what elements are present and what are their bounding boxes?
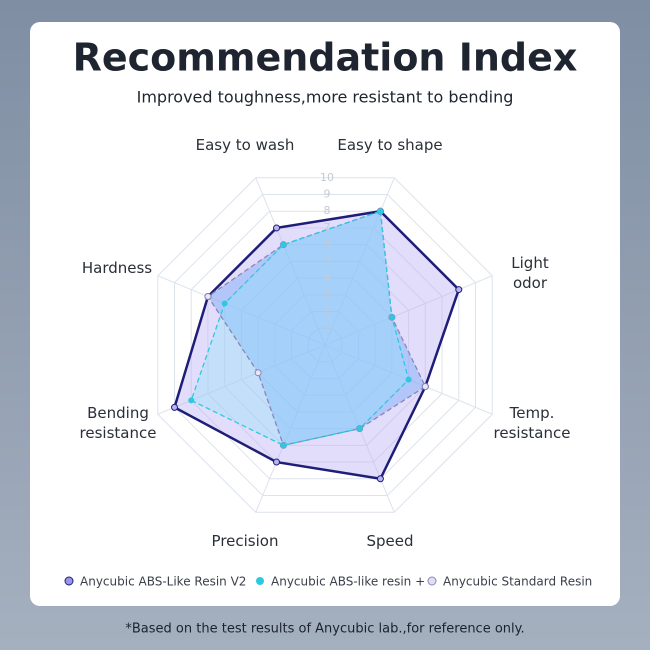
data-point — [204, 293, 212, 301]
data-point — [377, 208, 384, 215]
data-point — [455, 286, 463, 294]
axis-label-line: Precision — [212, 532, 279, 550]
r-tick-label: 2 — [324, 305, 331, 318]
data-point — [280, 442, 287, 449]
axis-spoke — [324, 275, 493, 346]
axis-spoke — [255, 177, 326, 346]
r-tick-label: 3 — [324, 288, 331, 301]
legend-marker — [64, 576, 74, 586]
axis-label-line: Light — [511, 254, 549, 272]
axis-label-line: resistance — [494, 424, 571, 442]
axis-spoke — [157, 344, 326, 415]
axis-label: Easy to wash — [196, 136, 295, 154]
data-point — [254, 369, 262, 377]
legend-label: Anycubic ABS-Like Resin V2 — [80, 575, 246, 589]
chart-subtitle: Improved toughness,more resistant to ben… — [137, 88, 514, 107]
axis-label-line: Speed — [366, 532, 413, 550]
axis-label-line: odor — [513, 274, 548, 292]
axis-label-line: Hardness — [82, 259, 152, 277]
legend-marker — [427, 576, 437, 586]
axis-label-line: Bending — [87, 404, 149, 422]
data-point — [356, 425, 363, 432]
data-point — [421, 383, 429, 391]
axis-label-line: Temp. — [509, 404, 555, 422]
legend-label: Anycubic Standard Resin — [443, 575, 592, 589]
r-tick-label: 6 — [324, 238, 331, 251]
series-area — [191, 211, 409, 446]
axis-spoke — [255, 344, 326, 513]
axis-label: Bending resistance — [80, 404, 157, 442]
series-area — [207, 211, 426, 446]
axis-spoke — [157, 275, 326, 346]
r-tick-label: 5 — [324, 254, 331, 267]
axis-label-line: Easy to shape — [337, 136, 442, 154]
r-tick-label: 7 — [324, 221, 331, 234]
footnote: *Based on the test results of Anycubic l… — [125, 622, 524, 637]
axis-label: Speed — [366, 532, 413, 550]
data-point — [273, 458, 281, 466]
card — [30, 22, 620, 606]
r-tick-label: 8 — [324, 204, 331, 217]
axis-label: Easy to shape — [337, 136, 442, 154]
axis-label: Temp. resistance — [494, 404, 571, 442]
data-point — [273, 224, 281, 232]
data-point — [171, 403, 179, 411]
legend-label: Anycubic ABS-like resin + — [271, 575, 425, 589]
axis-label: Precision — [212, 532, 279, 550]
data-point — [376, 475, 384, 483]
axis-label: Hardness — [82, 259, 152, 277]
axis-label-line: resistance — [80, 424, 157, 442]
chart-title: Recommendation Index — [73, 36, 578, 80]
axis-spoke — [324, 177, 395, 346]
data-point — [221, 300, 228, 307]
r-tick-label: 10 — [320, 171, 334, 184]
series-line — [190, 210, 410, 447]
data-point — [280, 241, 287, 248]
axis-label: Light odor — [511, 254, 549, 292]
r-tick-label: 4 — [324, 271, 331, 284]
axis-label-line: Easy to wash — [196, 136, 295, 154]
data-point — [188, 397, 195, 404]
data-point — [388, 314, 395, 321]
legend-marker — [256, 577, 264, 585]
data-point — [405, 376, 412, 383]
r-tick-label: 9 — [324, 188, 331, 201]
r-tick-label: 1 — [324, 321, 331, 334]
